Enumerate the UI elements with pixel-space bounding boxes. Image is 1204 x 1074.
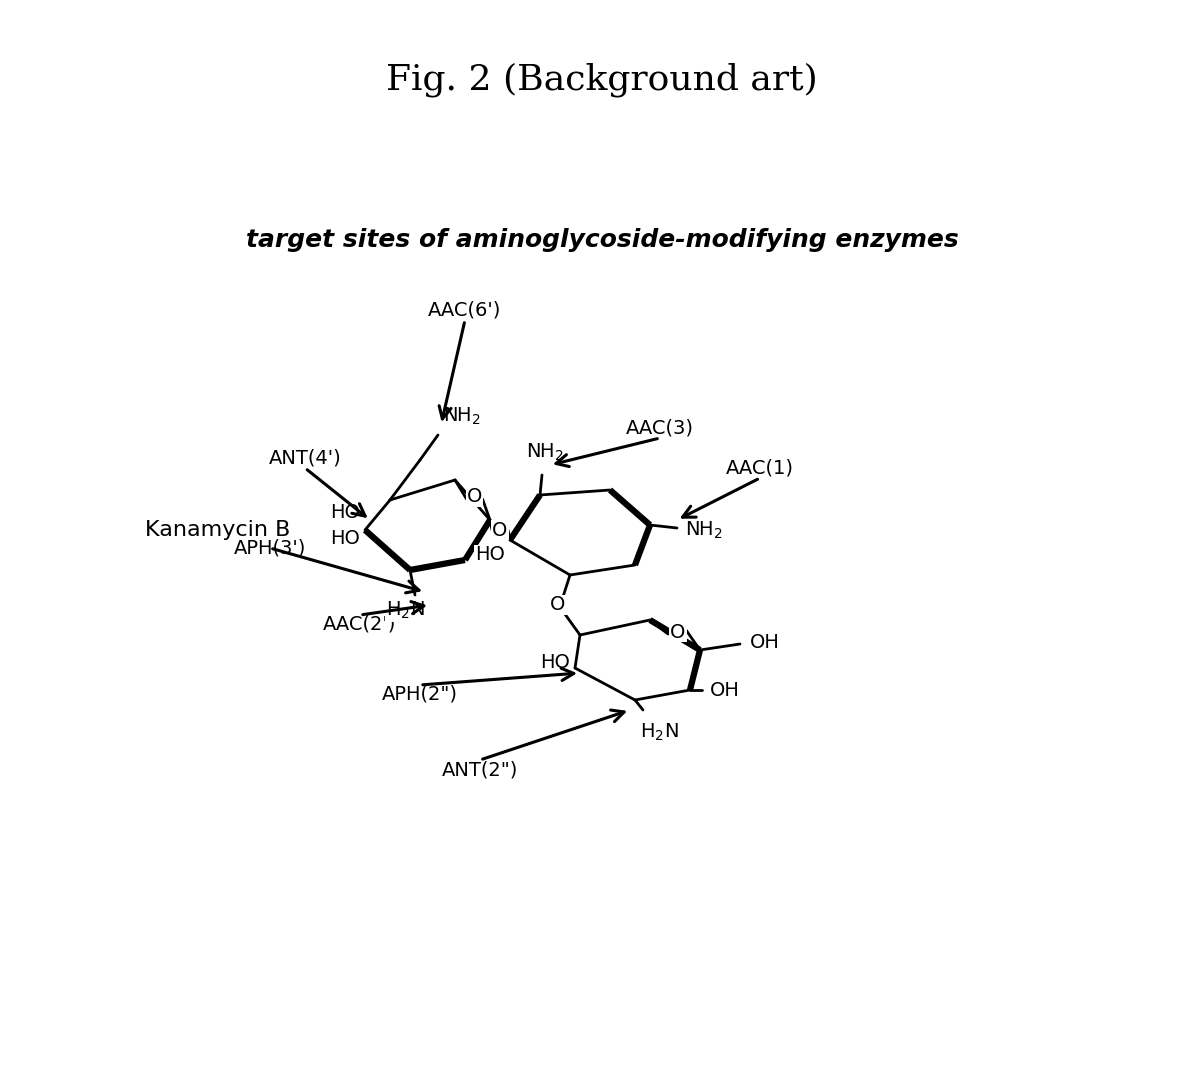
Text: AAC(2'): AAC(2') <box>324 615 396 634</box>
Text: HO: HO <box>330 528 360 548</box>
Text: NH$_2$: NH$_2$ <box>685 520 722 540</box>
Text: NH$_2$: NH$_2$ <box>526 441 563 463</box>
Text: OH: OH <box>750 633 780 652</box>
Text: NH$_2$: NH$_2$ <box>443 406 480 427</box>
Text: HO: HO <box>476 546 504 565</box>
Text: APH(3'): APH(3') <box>234 538 306 557</box>
Text: HO: HO <box>541 653 569 672</box>
Text: AAC(3): AAC(3) <box>626 419 694 438</box>
Text: O: O <box>550 595 566 614</box>
Text: HO: HO <box>330 503 360 522</box>
Text: AAC(1): AAC(1) <box>726 459 793 478</box>
Text: O: O <box>492 521 508 539</box>
Text: target sites of aminoglycoside-modifying enzymes: target sites of aminoglycoside-modifying… <box>246 228 958 252</box>
Text: ANT(2"): ANT(2") <box>442 760 518 779</box>
Text: O: O <box>671 623 686 641</box>
Text: O: O <box>467 488 482 507</box>
Text: AAC(6'): AAC(6') <box>429 301 502 320</box>
Text: APH(2"): APH(2") <box>382 685 458 703</box>
Text: Kanamycin B: Kanamycin B <box>144 520 290 540</box>
Text: Fig. 2 (Background art): Fig. 2 (Background art) <box>386 62 818 98</box>
Text: H$_2$N: H$_2$N <box>385 600 424 621</box>
Text: ANT(4'): ANT(4') <box>268 449 342 468</box>
Text: H$_2$N: H$_2$N <box>641 722 679 743</box>
Text: OH: OH <box>710 681 740 699</box>
